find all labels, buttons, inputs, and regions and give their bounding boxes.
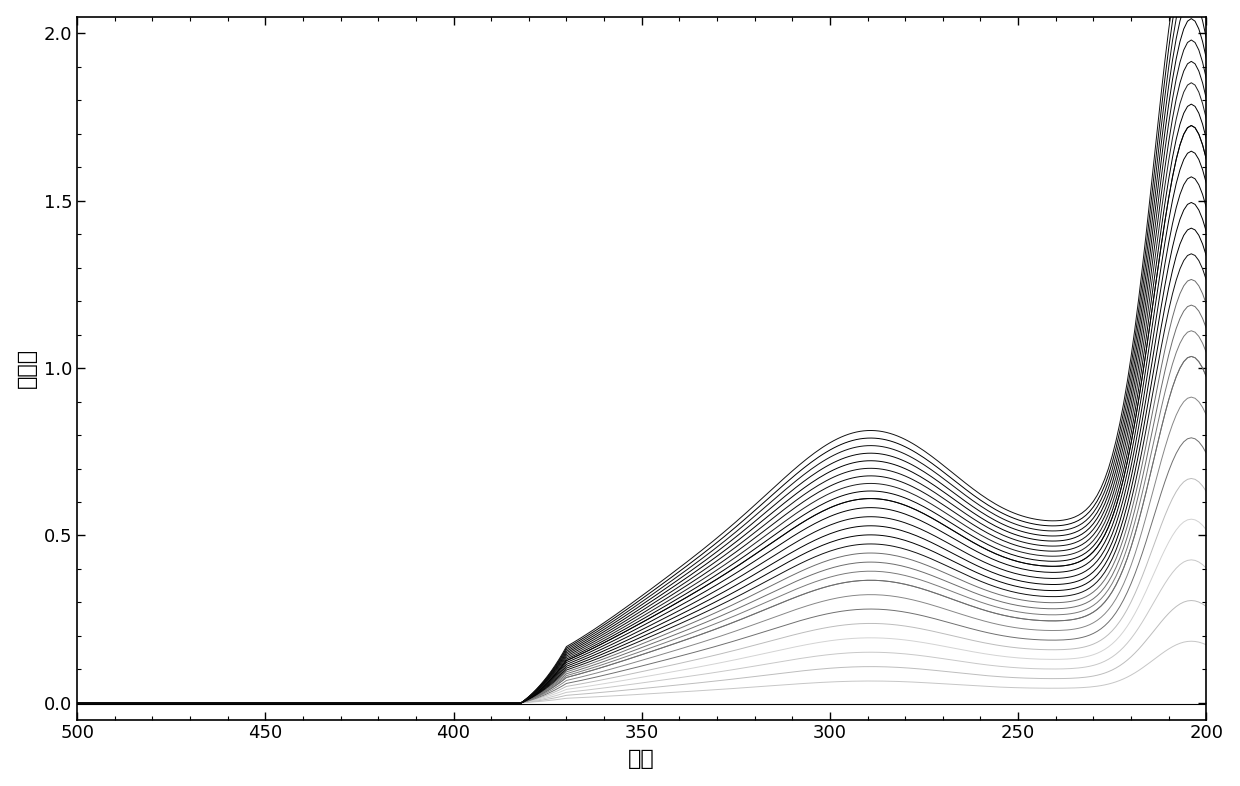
- Y-axis label: 吸光度: 吸光度: [16, 348, 37, 388]
- X-axis label: 变量: 变量: [629, 749, 655, 769]
